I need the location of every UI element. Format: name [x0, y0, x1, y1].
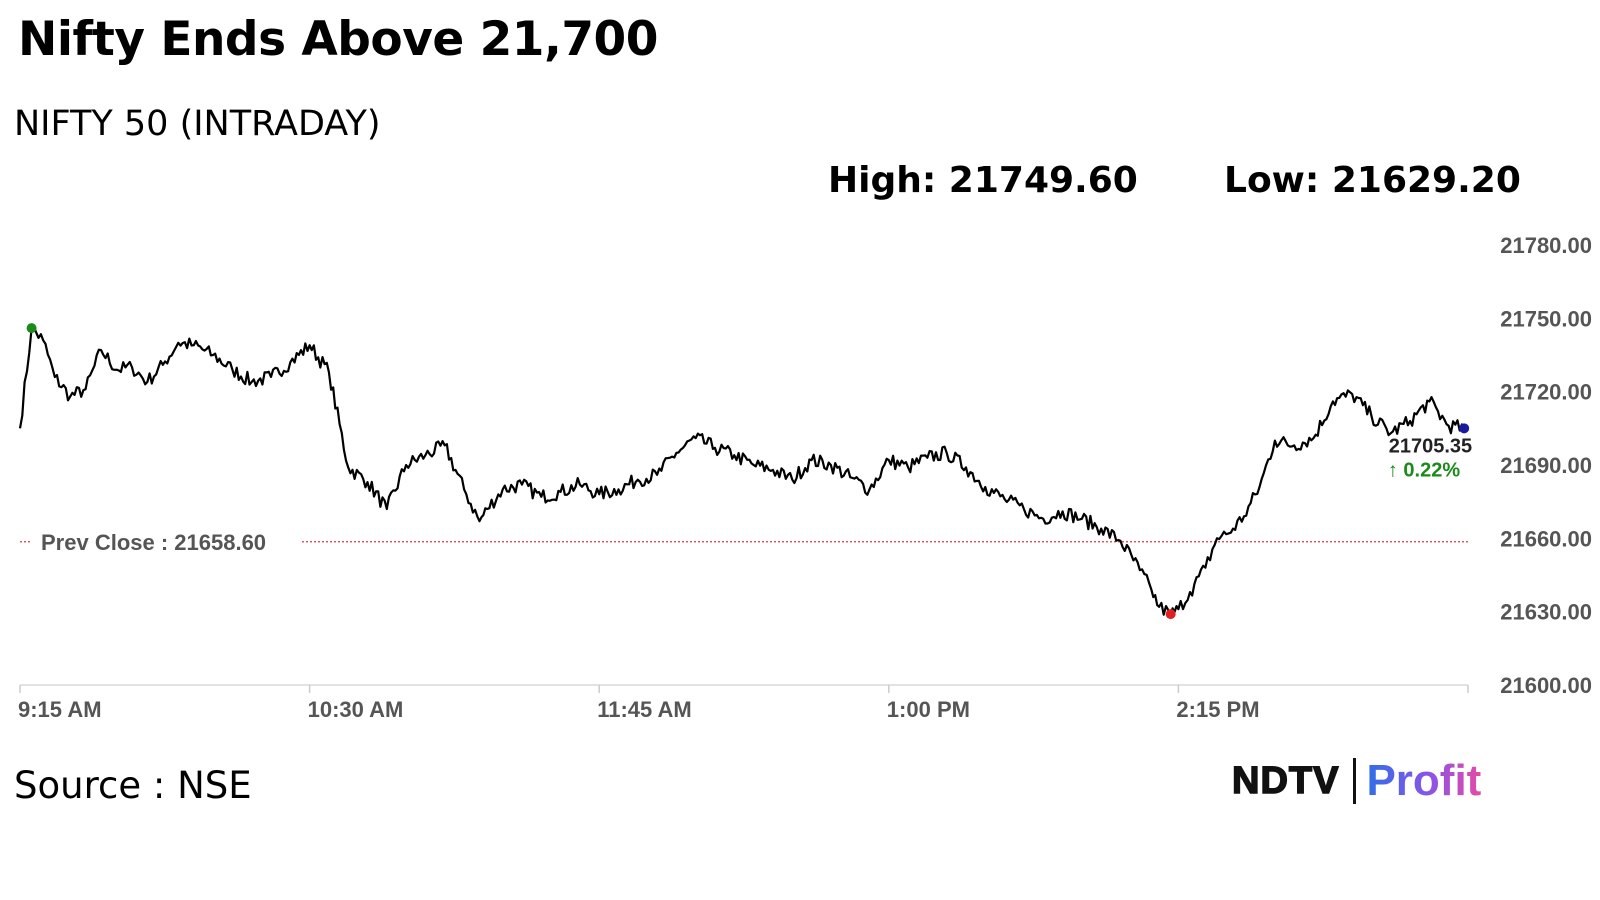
- prev-close-label: Prev Close : 21658.60: [41, 530, 266, 555]
- x-tick-label: 11:45 AM: [597, 697, 692, 722]
- y-tick-label: 21660.00: [1500, 526, 1592, 551]
- y-tick-label: 21600.00: [1500, 673, 1592, 698]
- y-tick-label: 21630.00: [1500, 600, 1592, 625]
- y-tick-label: 21780.00: [1500, 233, 1592, 258]
- low-value: Low: 21629.20: [1224, 160, 1521, 201]
- y-tick-label: 21690.00: [1500, 453, 1592, 478]
- ndtv-profit-logo: NDTV Profit: [1231, 756, 1482, 806]
- logo-profit-text: Profit: [1366, 756, 1482, 805]
- x-tick-label: 10:30 AM: [308, 697, 404, 722]
- x-tick-label: 9:15 AM: [18, 697, 102, 722]
- headline: Nifty Ends Above 21,700: [18, 12, 658, 67]
- x-tick-label: 1:00 PM: [887, 697, 970, 722]
- price-line: [18, 326, 1466, 616]
- source-label: Source : NSE: [14, 764, 252, 807]
- change-label: ↑ 0.22%: [1388, 459, 1460, 481]
- high-marker: [26, 323, 37, 334]
- y-tick-label: 21720.00: [1500, 380, 1592, 405]
- chart-title: NIFTY 50 (INTRADAY): [14, 104, 381, 144]
- logo-divider: [1353, 758, 1357, 804]
- high-value: High: 21749.60: [828, 160, 1138, 201]
- logo-ndtv-text: NDTV: [1231, 759, 1340, 803]
- x-tick-label: 2:15 PM: [1176, 697, 1259, 722]
- low-marker: [1165, 609, 1176, 620]
- y-tick-label: 21750.00: [1500, 306, 1592, 331]
- last-value-label: 21705.35: [1389, 435, 1472, 457]
- intraday-line-chart: 21600.00 21630.00 21660.00 21690.00 21720.00…: [18, 233, 1592, 722]
- last-value-marker: [1459, 423, 1470, 434]
